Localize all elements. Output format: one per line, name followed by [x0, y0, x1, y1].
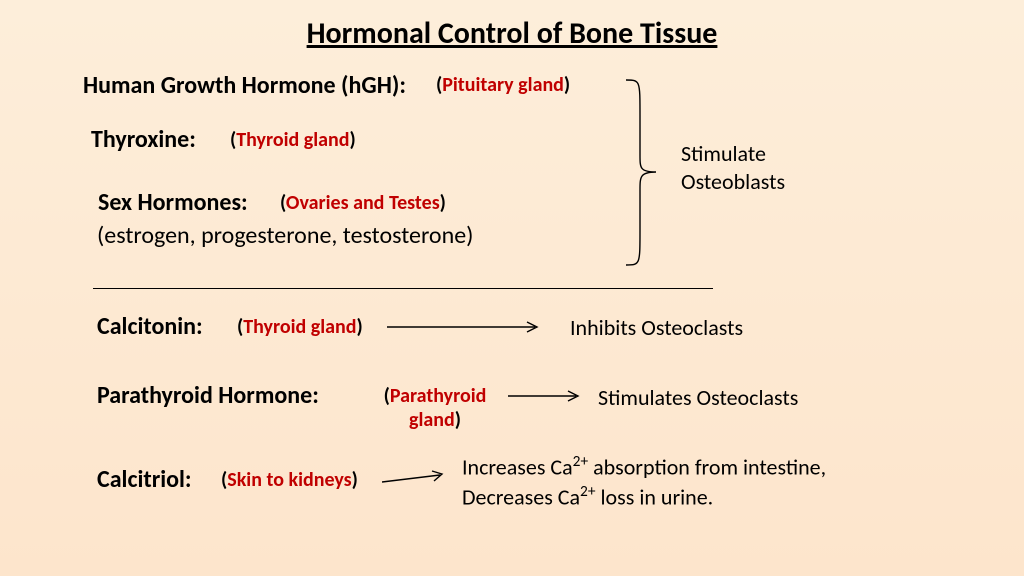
- label-hgh: Human Growth Hormone (hGH):: [83, 71, 406, 100]
- row-pth: Parathyroid Hormone:: [97, 381, 319, 410]
- row-calcitonin: Calcitonin:: [97, 312, 203, 341]
- row-calcitriol: Calcitriol:: [97, 465, 192, 494]
- gland-calcitriol-name: Skin to kidneys: [227, 468, 351, 492]
- gland-hgh: (Pituitary gland): [436, 73, 570, 97]
- label-sex-hormones: Sex Hormones:: [98, 188, 248, 217]
- gland-hgh-name: Pituitary gland: [442, 73, 564, 97]
- effect-stimulate-osteoblasts: StimulateOsteoblasts: [681, 140, 785, 195]
- row-sex-hormones: Sex Hormones:: [98, 188, 248, 217]
- gland-calcitonin: (Thyroid gland): [237, 315, 363, 339]
- gland-pth: (Parathyroid gland): [370, 384, 500, 432]
- label-pth: Parathyroid Hormone:: [97, 381, 319, 410]
- gland-sex-hormones: (Ovaries and Testes): [280, 191, 446, 215]
- label-calcitriol: Calcitriol:: [97, 465, 192, 494]
- effect-calcitonin: Inhibits Osteoclasts: [570, 314, 743, 341]
- arrow-calcitriol: [382, 466, 452, 490]
- effect-pth: Stimulates Osteoclasts: [598, 384, 798, 411]
- gland-calcitriol: (Skin to kidneys): [221, 468, 358, 492]
- arrow-calcitonin: [387, 319, 547, 335]
- gland-sex-name: Ovaries and Testes: [286, 191, 440, 215]
- row-thyroxine: Thyroxine:: [91, 125, 196, 154]
- label-calcitonin: Calcitonin:: [97, 312, 203, 341]
- gland-thyroxine: (Thyroid gland): [230, 128, 356, 152]
- divider-line: [93, 288, 713, 289]
- label-thyroxine: Thyroxine:: [91, 125, 196, 154]
- brace-icon: [618, 75, 668, 270]
- sex-hormones-subtext: (estrogen, progesterone, testosterone): [97, 221, 473, 250]
- effect-calcitriol: Increases Ca2+ absorption from intestine…: [462, 452, 826, 512]
- gland-calcitonin-name: Thyroid gland: [243, 315, 356, 339]
- gland-thyroxine-name: Thyroid gland: [236, 128, 349, 152]
- page-title: Hormonal Control of Bone Tissue: [0, 15, 1024, 52]
- arrow-pth: [508, 388, 588, 404]
- row-hgh: Human Growth Hormone (hGH):: [83, 71, 406, 100]
